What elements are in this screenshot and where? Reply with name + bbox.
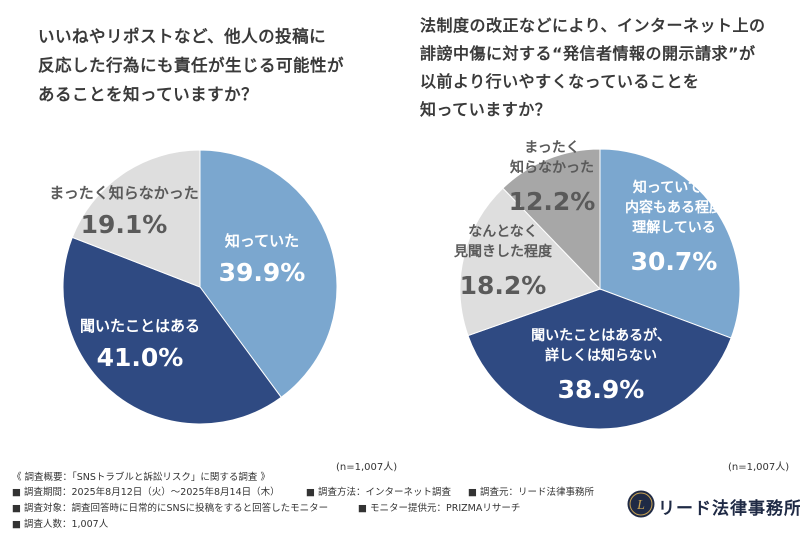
chart1-slice-2-label: 聞いたことはある xyxy=(80,317,200,335)
chart2-slice-1-label: 知っていて、内容もある程度理解している xyxy=(625,179,724,236)
right-question: 法制度の改正などにより、インターネット上の 誹謗中傷に対する“発信者情報の開示請… xyxy=(420,16,766,119)
left-sample-size: (n=1,007人) xyxy=(336,462,398,473)
survey-method: ■ 調査方法：インターネット調査 xyxy=(306,487,451,498)
chart2-slice-1 xyxy=(599,148,741,339)
chart2-slice-2 xyxy=(467,288,732,430)
chart2-slice-1-value: 30.7% xyxy=(631,247,718,276)
left-question: いいねやリポストなど、他人の投稿に 反応した行為にも責任が生じる可能性が あるこ… xyxy=(38,27,344,104)
chart1-slice-3-label: まったく知らなかった xyxy=(49,184,198,202)
chart2-slice-3-label: なんとなく見聞きした程度 xyxy=(453,224,553,260)
chart1-slice-1-value: 39.9% xyxy=(219,258,306,287)
survey-period: ■ 調査期間：2025年8月12日（火）～2025年8月14日（木） xyxy=(12,487,280,498)
right-sample-size: (n=1,007人) xyxy=(728,462,790,473)
survey-source: ■ 調査元：リード法律事務所 xyxy=(468,487,594,498)
chart2-slice-4-label: まったく知らなかった xyxy=(510,140,594,176)
chart2-slice-2-value: 38.9% xyxy=(558,375,645,404)
chart1-slice-3 xyxy=(71,149,201,288)
svg-text:L: L xyxy=(636,498,645,513)
chart1-slice-3-value: 19.1% xyxy=(81,210,168,239)
chart2-slice-3 xyxy=(459,187,601,337)
logo-text: リード法律事務所 xyxy=(658,499,800,519)
chart1-slice-2-value: 41.0% xyxy=(97,343,184,372)
chart1-slice-2 xyxy=(62,236,282,425)
logo-emblem-icon: L xyxy=(627,490,655,518)
law-firm-logo: L リード法律事務所 xyxy=(618,487,800,525)
chart1-slice-1 xyxy=(199,149,338,399)
survey-target: ■ 調査対象：調査回答時に日常的にSNSに投稿をすると回答したモニター xyxy=(12,503,329,514)
chart2-slice-4 xyxy=(502,148,601,291)
chart2-slice-3-value: 18.2% xyxy=(460,271,547,300)
survey-count: ■ 調査人数：1,007人 xyxy=(12,519,109,530)
survey-provider: ■ モニター提供元：PRIZMAリサーチ xyxy=(358,503,521,514)
chart2-slice-2-label: 聞いたことはあるが、詳しくは知らない xyxy=(531,327,671,364)
survey-title: 《 調査概要：「SNSトラブルと訴訟リスク」に関する調査 》 xyxy=(12,472,270,483)
chart2-slice-4-value: 12.2% xyxy=(509,187,596,216)
chart1-slice-1-label: 知っていた xyxy=(225,232,299,250)
